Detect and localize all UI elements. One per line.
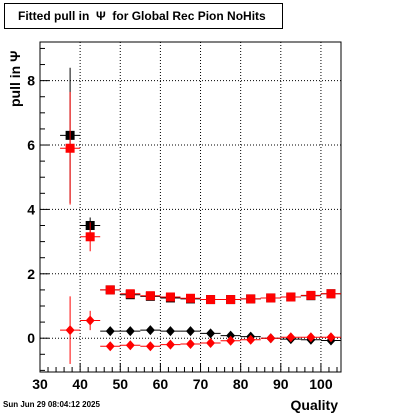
data-point	[266, 293, 276, 303]
data-point	[266, 333, 276, 344]
data-point	[125, 340, 135, 351]
data-point	[125, 326, 135, 337]
x-tick-label: 60	[153, 376, 169, 392]
grid	[40, 42, 341, 372]
data-point	[186, 338, 195, 349]
data-point	[186, 293, 195, 303]
data-point	[186, 326, 195, 337]
data-point	[226, 335, 236, 346]
series-0	[60, 67, 341, 305]
data-point	[165, 326, 175, 337]
data-point	[306, 332, 316, 343]
x-axis-label: Quality	[291, 397, 339, 413]
data-point	[145, 341, 155, 352]
data-point	[206, 338, 216, 349]
data-point	[145, 291, 155, 301]
data-markers	[60, 67, 341, 364]
y-axis-label: pull in Ψ	[7, 51, 23, 107]
x-tick-label: 80	[233, 376, 249, 392]
data-point	[85, 315, 95, 326]
y-tick-label: 4	[27, 201, 35, 217]
data-point	[286, 332, 296, 343]
data-point	[206, 328, 216, 339]
y-tick-label: 8	[27, 73, 35, 89]
y-tick-label: 2	[27, 266, 35, 282]
y-tick-label: 6	[27, 137, 35, 153]
chart-title: Fitted pull in Ψ for Global Rec Pion NoH…	[4, 3, 283, 29]
series-3	[60, 296, 341, 364]
data-point	[165, 339, 175, 350]
data-point	[105, 326, 115, 337]
x-tick-label: 90	[273, 376, 289, 392]
data-point	[145, 325, 155, 336]
data-point	[206, 295, 216, 305]
y-tick-label: 0	[27, 330, 35, 346]
series-1	[60, 91, 341, 305]
data-point	[306, 290, 316, 300]
series-2	[100, 325, 341, 346]
x-tick-label: 50	[112, 376, 128, 392]
data-point	[65, 325, 75, 336]
x-tick-label: 40	[72, 376, 88, 392]
axis-ticks: 30 40 50 60 70 80 90 100 0 2 4 6 8	[27, 47, 338, 392]
data-point	[165, 292, 175, 302]
data-point	[226, 295, 236, 305]
data-point	[125, 289, 135, 299]
data-point	[105, 285, 115, 295]
axes-frame	[39, 41, 342, 373]
data-point	[246, 334, 256, 345]
data-point	[286, 292, 296, 302]
data-point	[246, 294, 256, 304]
data-point	[226, 330, 236, 341]
data-point	[85, 232, 95, 242]
data-point	[105, 341, 115, 352]
data-point	[65, 143, 75, 153]
data-point	[326, 332, 336, 343]
x-tick-label: 100	[309, 376, 333, 392]
plot-frame	[39, 41, 342, 373]
data-point	[326, 289, 336, 299]
timestamp: Sun Jun 29 08:04:12 2025	[3, 400, 100, 409]
x-tick-label: 70	[193, 376, 209, 392]
x-tick-label: 30	[32, 376, 48, 392]
